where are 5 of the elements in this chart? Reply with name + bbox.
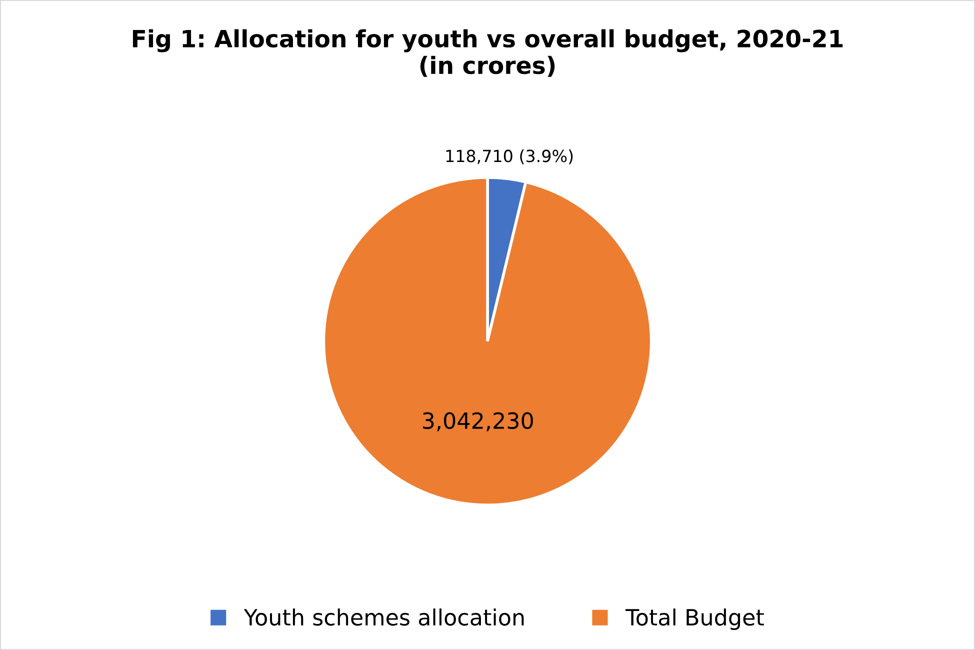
legend-label: Youth schemes allocation bbox=[244, 608, 524, 626]
data-label: 118,710 (3.9%) bbox=[446, 149, 573, 164]
chart-title: Fig 1: Allocation for youth vs overall budget, 2020-21 (in crores) bbox=[132, 29, 843, 77]
data-label: 3,042,230 bbox=[423, 412, 533, 432]
legend-label: Total Budget bbox=[625, 608, 764, 630]
